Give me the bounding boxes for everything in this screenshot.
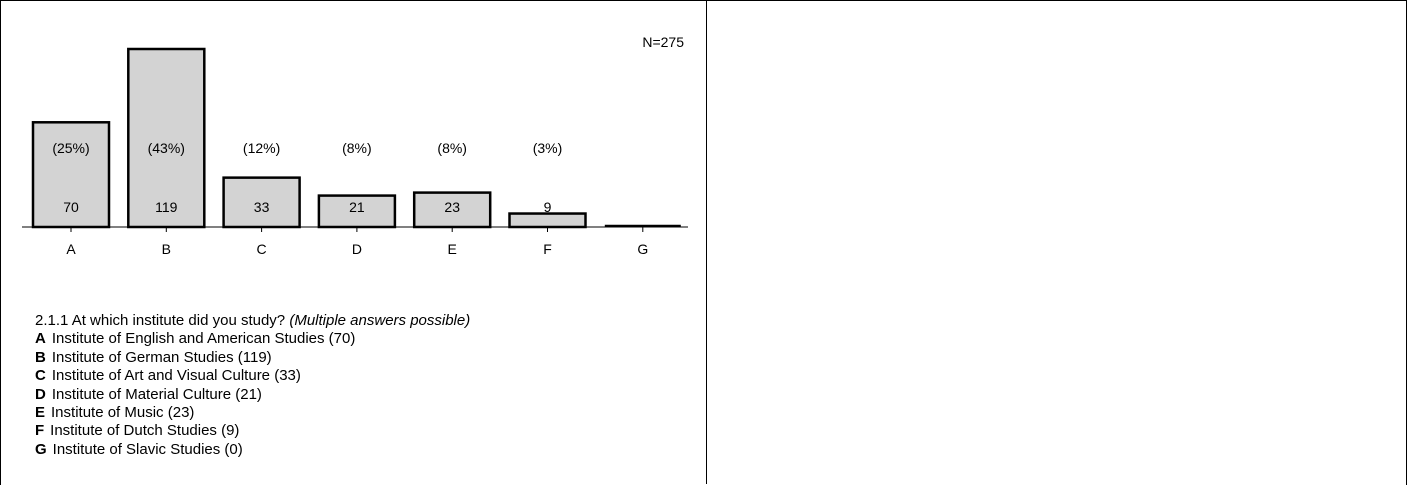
percent-label: (3%) xyxy=(533,140,563,156)
answer-letter: B xyxy=(35,348,46,366)
percent-label: (8%) xyxy=(342,140,372,156)
percent-label: (25%) xyxy=(52,140,89,156)
answer-f: F Institute of Dutch Studies (9) xyxy=(35,422,470,440)
answer-text: Institute of Slavic Studies (0) xyxy=(52,440,243,458)
x-tick-label: B xyxy=(162,241,171,257)
question-title: 2.1.1 At which institute did you study? … xyxy=(35,312,470,330)
value-label: 21 xyxy=(349,199,365,215)
sample-size-label: N=275 xyxy=(642,34,684,50)
answer-text: Institute of Material Culture (21) xyxy=(51,385,262,403)
bar-chart: 70 (25%) A 119 (43%) B 33 (12%) C 21 (8%) D 23 (8%) E 9… xyxy=(22,47,688,257)
answer-b: B Institute of German Studies (119) xyxy=(35,349,470,367)
percent-label: (8%) xyxy=(437,140,467,156)
answer-text: Institute of Art and Visual Culture (33) xyxy=(51,367,301,385)
percent-label: (43%) xyxy=(148,140,185,156)
value-label: 119 xyxy=(155,199,178,215)
bar-B xyxy=(127,47,206,229)
answer-a: A Institute of English and American Studi… xyxy=(35,330,470,348)
answer-text: Institute of German Studies (119) xyxy=(51,348,272,366)
x-tick-label: G xyxy=(637,241,648,257)
value-label: 70 xyxy=(63,199,79,215)
value-label: 9 xyxy=(544,199,552,215)
question-block: 2.1.1 At which institute did you study? … xyxy=(35,312,470,459)
answer-e: E Institute of Music (23) xyxy=(35,404,470,422)
bar-E xyxy=(412,191,492,229)
answer-letter: C xyxy=(35,367,46,385)
value-label: 23 xyxy=(444,199,460,215)
x-tick-label: F xyxy=(543,241,552,257)
answer-text: Institute of Music (23) xyxy=(51,404,195,422)
answer-letter: F xyxy=(35,422,45,440)
answer-letter: G xyxy=(35,440,47,458)
bar-F xyxy=(508,212,587,229)
answer-text: Institute of English and American Studie… xyxy=(51,330,356,348)
bar-C xyxy=(222,176,301,229)
answer-letter: D xyxy=(35,385,46,403)
percent-label: (12%) xyxy=(243,140,280,156)
answer-letter: E xyxy=(35,404,46,422)
x-tick-label: A xyxy=(66,241,76,257)
x-tick-label: D xyxy=(352,241,362,257)
answer-letter: A xyxy=(35,330,46,348)
x-tick-label: E xyxy=(448,241,457,257)
question-text: 2.1.1 At which institute did you study? xyxy=(35,312,286,329)
answer-d: D Institute of Material Culture (21) xyxy=(35,386,470,404)
x-tick-label: C xyxy=(257,241,267,257)
question-note: (Multiple answers possible) xyxy=(289,312,471,329)
answer-g: G Institute of Slavic Studies (0) xyxy=(35,441,470,459)
answer-c: C Institute of Art and Visual Culture (33… xyxy=(35,367,470,385)
value-label: 33 xyxy=(254,199,270,215)
panel-divider xyxy=(706,0,707,484)
answer-text: Institute of Dutch Studies (9) xyxy=(50,422,240,440)
